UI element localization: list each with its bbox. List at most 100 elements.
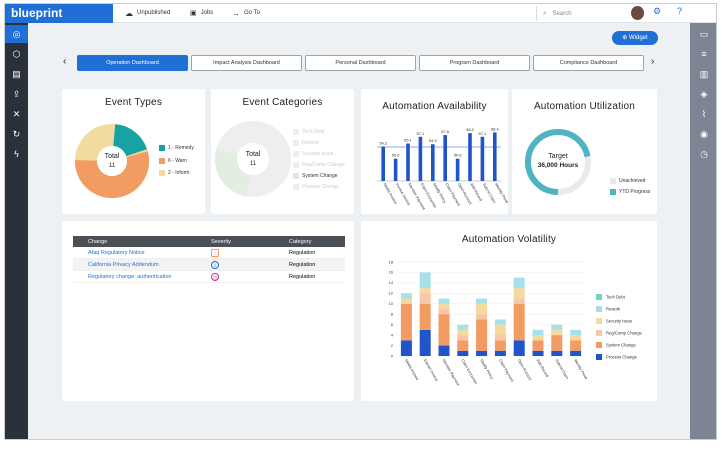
document-icon[interactable]: ▤ (12, 68, 21, 79)
stacked-bar-segment (438, 345, 450, 356)
avatar[interactable] (631, 6, 644, 20)
stacked-bar-segment (494, 335, 506, 341)
stacked-bar-segment (494, 340, 506, 351)
stacked-bar-segment (457, 350, 469, 356)
right-nav: ▭ ≡ ▥ ◈ ⌇ ◉ ◷ (690, 23, 716, 439)
y-tick-label: 4 (391, 332, 394, 337)
bar (480, 136, 485, 181)
stacked-bar-segment (513, 340, 525, 356)
stacked-bar-segment (570, 329, 582, 336)
legend-label: Rework (606, 307, 621, 312)
list-icon[interactable]: ≡ (701, 49, 707, 59)
tab-operation-dashboard[interactable]: Operation Dashboard (77, 55, 188, 71)
bar-value-label: 50.6 (454, 153, 463, 158)
file-icon[interactable]: ▭ (699, 28, 709, 39)
utilization-progress-arc (525, 129, 591, 195)
legend-swatch (596, 330, 602, 336)
bar-value-label: 50.6 (392, 153, 401, 158)
legend-swatch (596, 354, 602, 360)
info-icon: i (211, 260, 219, 269)
bar (393, 158, 398, 181)
close-icon[interactable]: ✕ (12, 108, 21, 119)
event-categories-donut: Total 11 (215, 121, 291, 197)
bulb-icon[interactable]: ϟ (14, 149, 19, 159)
tab-next-arrow[interactable]: › (651, 56, 655, 67)
target-icon[interactable]: ◉ (700, 128, 708, 139)
tab-compliance-dashboard[interactable]: Compliance Dashboard (533, 55, 644, 71)
category-label: Submit Claim (482, 183, 497, 205)
category-label: Modify Policy (479, 359, 494, 380)
legend-item: YTD Progress (610, 189, 650, 195)
stacked-bar-segment (570, 335, 582, 341)
utilization-center-value: 36,000 Hours (538, 162, 579, 169)
stacked-bar-segment (419, 293, 431, 304)
tab-personal-dashboard[interactable]: Personal Dashboard (305, 55, 416, 71)
category-label: Add Record (469, 183, 482, 202)
unpublished-button[interactable]: ☁ Unpublished (125, 4, 170, 23)
cloud-icon: ☁ (125, 9, 133, 18)
automation-utilization-gauge: Target 36,000 Hours (525, 129, 591, 195)
event-types-title: Event Types (104, 97, 163, 108)
stacked-bar-segment (570, 350, 582, 356)
cube-icon[interactable]: ⬡ (12, 48, 21, 59)
swatch (610, 189, 616, 195)
legend-swatch (596, 306, 602, 312)
stacked-bar-segment (513, 277, 525, 289)
stacked-bar-segment (494, 319, 506, 325)
legend-item: 2 - Inform (159, 170, 189, 176)
table-row[interactable]: Regulatory change: authentication ◷ Regu… (73, 271, 345, 283)
help-icon[interactable]: ? (677, 6, 683, 16)
swatch (293, 129, 299, 135)
plus-circle-icon: ⊕ (622, 35, 628, 41)
stacked-bar-segment (476, 298, 488, 304)
table-row[interactable]: Afaq Regulatory Notice ! Regulation (73, 247, 345, 259)
tab-prev-arrow[interactable]: ‹ (63, 56, 67, 67)
swatch (159, 158, 165, 164)
clock-icon: ◷ (211, 272, 219, 281)
tag-icon[interactable]: ◈ (700, 88, 708, 99)
category-label: Media Invoice (404, 359, 419, 381)
category-label: Extract Invoice (423, 359, 439, 383)
y-tick-label: 12 (389, 291, 394, 296)
stacked-bar-segment (438, 303, 450, 309)
tab-program-dashboard[interactable]: Program Dashboard (419, 55, 530, 71)
category-label: Claim Encounter (460, 359, 478, 386)
goto-button[interactable]: → Go To (232, 4, 260, 23)
upload-icon[interactable]: ⇪ (12, 88, 21, 99)
y-tick-label: 14 (389, 280, 394, 285)
stacked-bar-segment (513, 288, 525, 299)
swatch (293, 151, 299, 157)
event-types-center-label: Total (105, 153, 120, 160)
logo[interactable]: blueprint (5, 4, 113, 23)
settings-icon[interactable]: ⚙ (653, 6, 662, 16)
events-table-card (62, 221, 354, 401)
bar (406, 143, 410, 181)
stacked-bar-segment (400, 298, 412, 304)
category-label: Media Invoice (383, 183, 398, 205)
stacked-bar-segment (400, 340, 412, 356)
bar-chart-icon[interactable]: ▥ (699, 68, 709, 79)
bar (418, 136, 423, 181)
legend-item: 6 - Warn (159, 158, 187, 164)
search-input[interactable]: ⌕ Search (536, 6, 616, 21)
legend-item: 1 - Remedy (159, 145, 194, 151)
tab-impact-analysis-dashboard[interactable]: Impact Analysis Dashboard (191, 55, 302, 71)
event-categories-center-label: Total (246, 151, 261, 158)
bar (381, 146, 385, 181)
globe-icon[interactable]: ◎ (5, 25, 28, 43)
bar-value-label: 54.2 (379, 141, 388, 146)
add-widget-button[interactable]: ⊕ Widget (612, 31, 658, 45)
automation-volatility-card: Automation Volatility 0 2 4 6 8 10 12 14 16 18 Med… (361, 221, 657, 401)
event-types-donut: Total 11 (75, 124, 149, 198)
automation-volatility-chart: 0 2 4 6 8 10 12 14 16 18 Media Invoice Extract Invo… (389, 259, 643, 387)
left-nav: ◎ ⬡ ▤ ⇪ ✕ ↻ ϟ (5, 23, 28, 439)
table-row[interactable]: California Privacy Addendum i Regulation (73, 259, 345, 271)
stacked-bar-segment (532, 335, 544, 341)
clock-icon[interactable]: ◷ (700, 148, 708, 159)
automation-utilization-card: Automation Utilization Target 36,000 Hou… (512, 89, 657, 214)
stacked-bar-segment (532, 340, 544, 351)
automation-availability-card: Automation Availability 54.2 Media Invoic… (361, 89, 508, 214)
refresh-icon[interactable]: ↻ (12, 128, 21, 139)
jobs-button[interactable]: ▣ Jobs (190, 4, 213, 23)
paperclip-icon[interactable]: ⌇ (701, 108, 707, 119)
